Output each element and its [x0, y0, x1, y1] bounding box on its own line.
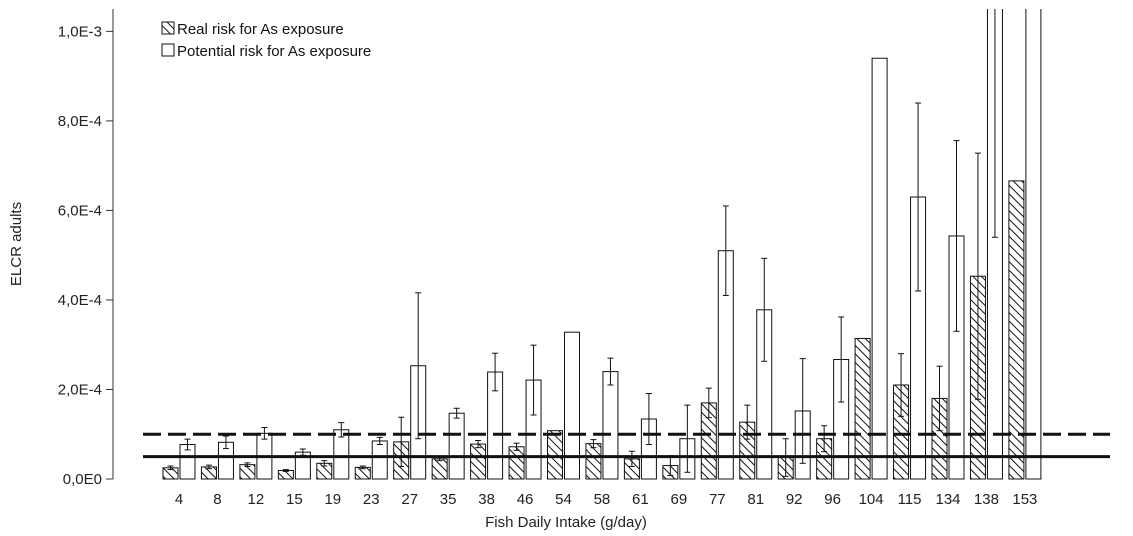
real-risk-bar — [431, 458, 448, 480]
potential-risk-bar — [564, 331, 580, 480]
y-tick-label: 4,0E-4 — [58, 292, 102, 309]
real-risk-bar — [585, 443, 602, 480]
x-tick-label: 35 — [440, 491, 457, 508]
legend-swatch-real — [161, 21, 175, 35]
legend-swatch-potential — [161, 43, 175, 57]
x-tick-label: 12 — [248, 491, 265, 508]
x-tick-label: 54 — [555, 491, 572, 508]
y-tick-label: 1,0E-3 — [58, 23, 102, 40]
y-axis-title: ELCR adults — [8, 202, 25, 286]
x-tick-label: 23 — [363, 491, 380, 508]
x-tick-label: 96 — [824, 491, 841, 508]
x-tick-label: 15 — [286, 491, 303, 508]
x-tick-label: 19 — [324, 491, 341, 508]
x-tick-label: 104 — [859, 491, 884, 508]
y-tick-label: 6,0E-4 — [58, 202, 102, 219]
potential-risk-bar — [871, 57, 888, 480]
real-risk-bar — [547, 430, 563, 480]
potential-risk-bar — [986, 9, 1003, 480]
x-tick-label: 81 — [747, 491, 764, 508]
y-tick-label: 0,0E0 — [63, 471, 102, 488]
legend: Real risk for As exposure Potential risk … — [161, 21, 371, 60]
x-tick-label: 58 — [594, 491, 611, 508]
legend-label: Potential risk for As exposure — [177, 43, 371, 60]
x-tick-label: 38 — [478, 491, 495, 508]
x-tick-label: 134 — [935, 491, 960, 508]
potential-risk-bar — [448, 412, 465, 480]
x-tick-label: 153 — [1012, 491, 1037, 508]
real-risk-bar — [508, 446, 525, 480]
potential-risk-bar — [1025, 9, 1042, 480]
x-tick-label: 61 — [632, 491, 649, 508]
x-tick-label: 46 — [517, 491, 534, 508]
y-tick-label: 2,0E-4 — [58, 381, 102, 398]
x-tick-label: 115 — [898, 491, 922, 508]
real-risk-bar — [1008, 180, 1025, 480]
legend-label: Real risk for As exposure — [177, 21, 344, 38]
x-tick-label: 92 — [786, 491, 803, 508]
x-axis-title: Fish Daily Intake (g/day) — [485, 514, 647, 531]
x-tick-label: 138 — [974, 491, 999, 508]
x-tick-label: 69 — [671, 491, 688, 508]
x-tick-label: 8 — [213, 491, 221, 508]
potential-risk-bar — [602, 371, 619, 480]
x-tick-label: 77 — [709, 491, 726, 508]
potential-risk-bar — [371, 440, 388, 480]
x-tick-label: 4 — [175, 491, 183, 508]
y-tick-label: 8,0E-4 — [58, 113, 102, 130]
real-risk-bar — [854, 337, 871, 480]
real-risk-bar — [470, 443, 487, 480]
x-tick-label: 27 — [401, 491, 418, 508]
